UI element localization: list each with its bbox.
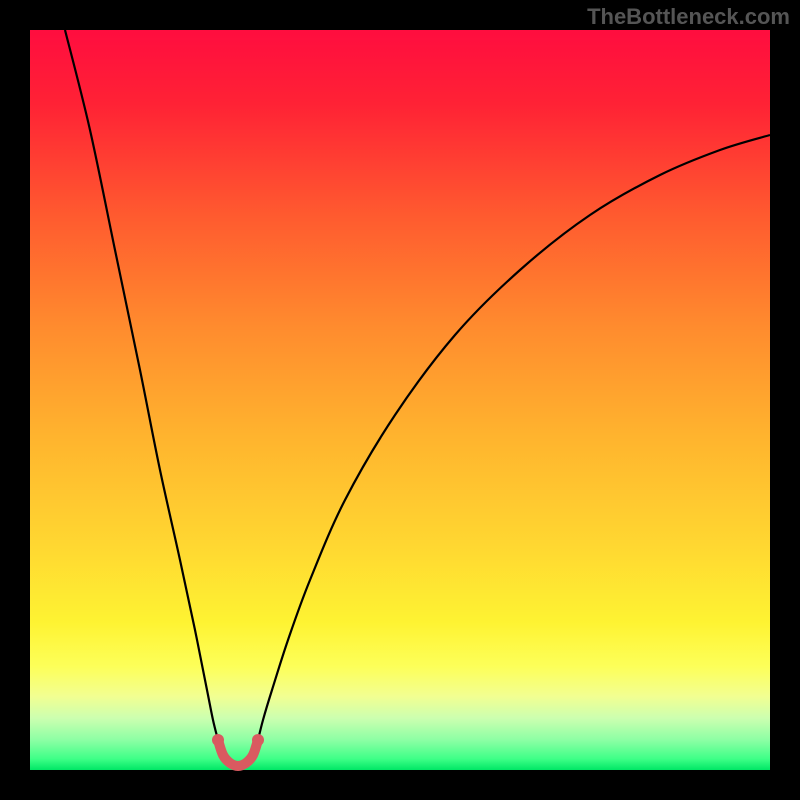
valley-endpoint-left	[212, 734, 224, 746]
valley-endpoint-right	[252, 734, 264, 746]
watermark-text: TheBottleneck.com	[587, 4, 790, 30]
bottleneck-curve-chart	[0, 0, 800, 800]
chart-canvas: TheBottleneck.com	[0, 0, 800, 800]
plot-background	[30, 30, 770, 770]
